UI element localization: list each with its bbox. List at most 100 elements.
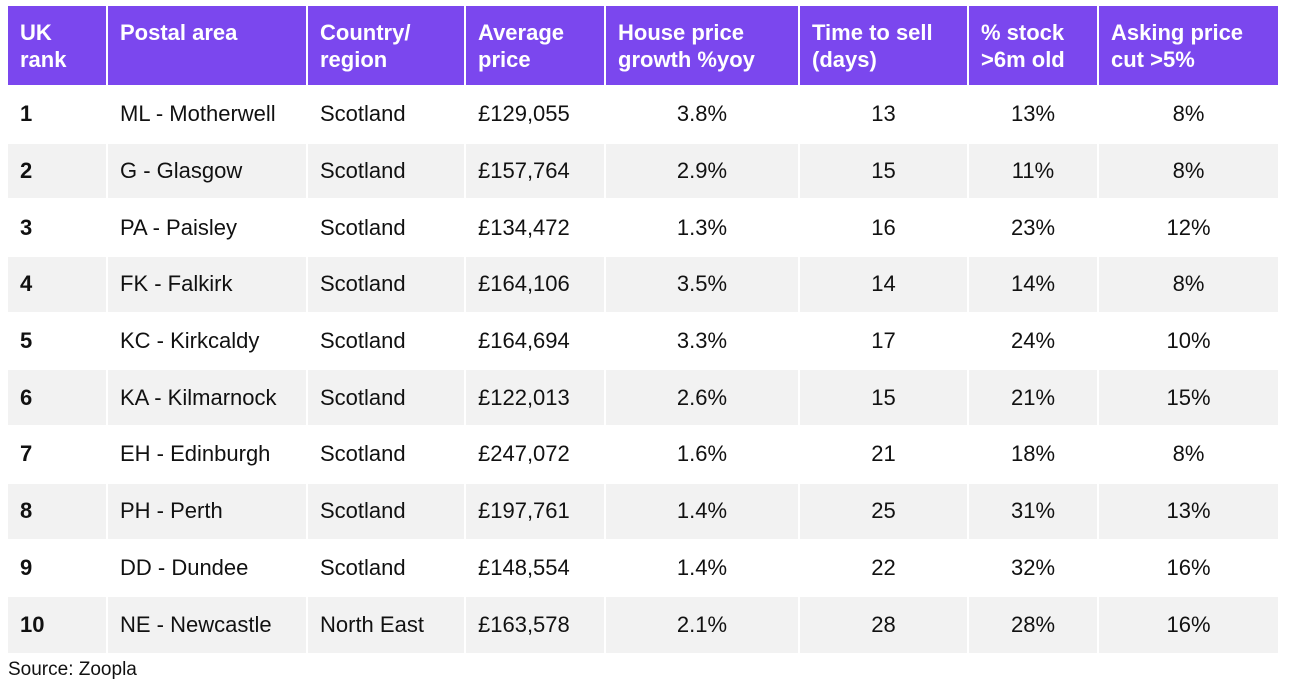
price-growth-cell: 1.4% xyxy=(605,481,800,540)
postal-area-cell: KC - Kirkcaldy xyxy=(107,311,308,370)
country-region-cell: Scotland xyxy=(307,198,466,257)
average-price-cell: £134,472 xyxy=(465,198,606,257)
price-growth-cell: 1.4% xyxy=(605,538,800,597)
time-to-sell-cell: 17 xyxy=(799,311,969,370)
postal-area-cell: DD - Dundee xyxy=(107,538,308,597)
price-cut-cell: 12% xyxy=(1098,198,1278,257)
header-label-line: Average xyxy=(478,20,565,45)
price-growth-cell: 1.6% xyxy=(605,425,800,483)
table-row: 10 NE - Newcastle North East £163,578 2.1% 28… xyxy=(8,595,1278,653)
time-to-sell-cell: 21 xyxy=(799,425,969,483)
price-cut-cell: 10% xyxy=(1098,311,1278,370)
country-region-cell: Scotland xyxy=(307,141,466,200)
postal-area-cell: G - Glasgow xyxy=(107,141,308,200)
price-growth-cell: 3.3% xyxy=(605,311,800,370)
rank-cell: 3 xyxy=(8,198,108,257)
price-growth-cell: 3.8% xyxy=(605,85,800,143)
price-cut-cell: 16% xyxy=(1098,595,1278,653)
table-row: 8 PH - Perth Scotland £197,761 1.4% 25 31% 13% xyxy=(8,481,1278,540)
header-uk-rank: UK rank xyxy=(8,6,108,86)
stock-old-cell: 14% xyxy=(968,255,1099,313)
header-postal-area: Postal area xyxy=(107,6,308,86)
table-row: 1 ML - Motherwell Scotland £129,055 3.8% 13 13… xyxy=(8,85,1278,143)
stock-old-cell: 31% xyxy=(968,481,1099,540)
country-region-cell: North East xyxy=(307,595,466,653)
header-label-line: growth %yoy xyxy=(618,47,755,72)
price-growth-cell: 3.5% xyxy=(605,255,800,313)
header-stock-old: % stock >6m old xyxy=(968,6,1099,86)
country-region-cell: Scotland xyxy=(307,255,466,313)
postal-area-cell: EH - Edinburgh xyxy=(107,425,308,483)
time-to-sell-cell: 22 xyxy=(799,538,969,597)
header-time-to-sell: Time to sell (days) xyxy=(799,6,969,86)
stock-old-cell: 21% xyxy=(968,368,1099,427)
rank-cell: 6 xyxy=(8,368,108,427)
time-to-sell-cell: 13 xyxy=(799,85,969,143)
stock-old-cell: 28% xyxy=(968,595,1099,653)
stock-old-cell: 18% xyxy=(968,425,1099,483)
rank-cell: 7 xyxy=(8,425,108,483)
header-label-line: Asking price xyxy=(1111,20,1244,45)
time-to-sell-cell: 25 xyxy=(799,481,969,540)
price-cut-cell: 8% xyxy=(1098,141,1278,200)
ranking-table: UK rank Postal area Country/region Average pr… xyxy=(8,6,1278,653)
price-growth-cell: 2.1% xyxy=(605,595,800,653)
rank-cell: 1 xyxy=(8,85,108,143)
time-to-sell-cell: 14 xyxy=(799,255,969,313)
average-price-cell: £157,764 xyxy=(465,141,606,200)
time-to-sell-cell: 28 xyxy=(799,595,969,653)
table-row: 3 PA - Paisley Scotland £134,472 1.3% 16 23% 12… xyxy=(8,198,1278,257)
table-row: 5 KC - Kirkcaldy Scotland £164,694 3.3% 17 24%… xyxy=(8,311,1278,370)
average-price-cell: £164,694 xyxy=(465,311,606,370)
postal-area-cell: PA - Paisley xyxy=(107,198,308,257)
country-region-cell: Scotland xyxy=(307,368,466,427)
header-label-line: price xyxy=(478,47,531,72)
postal-area-cell: NE - Newcastle xyxy=(107,595,308,653)
table-header: UK rank Postal area Country/region Average pr… xyxy=(8,6,1278,86)
postal-area-cell: ML - Motherwell xyxy=(107,85,308,143)
country-region-cell: Scotland xyxy=(307,311,466,370)
header-label-line: UK xyxy=(20,20,52,45)
stock-old-cell: 32% xyxy=(968,538,1099,597)
postal-area-cell: KA - Kilmarnock xyxy=(107,368,308,427)
header-label-line: Time to sell xyxy=(812,20,933,45)
postal-area-cell: PH - Perth xyxy=(107,481,308,540)
header-label-line: (days) xyxy=(812,47,877,72)
ranking-table-container: UK rank Postal area Country/region Average pr… xyxy=(8,6,1278,653)
header-label-line: rank xyxy=(20,47,67,72)
table-row: 6 KA - Kilmarnock Scotland £122,013 2.6% 15 21… xyxy=(8,368,1278,427)
average-price-cell: £163,578 xyxy=(465,595,606,653)
rank-cell: 5 xyxy=(8,311,108,370)
header-label-line: Country/ xyxy=(320,20,411,45)
price-cut-cell: 8% xyxy=(1098,425,1278,483)
price-cut-cell: 8% xyxy=(1098,85,1278,143)
price-cut-cell: 15% xyxy=(1098,368,1278,427)
header-label-line: cut >5% xyxy=(1111,47,1195,72)
header-label-line: region xyxy=(320,47,388,72)
country-region-cell: Scotland xyxy=(307,538,466,597)
average-price-cell: £247,072 xyxy=(465,425,606,483)
country-region-cell: Scotland xyxy=(307,481,466,540)
header-label-line: >6m old xyxy=(981,47,1065,72)
header-row: UK rank Postal area Country/region Average pr… xyxy=(8,6,1278,86)
price-cut-cell: 8% xyxy=(1098,255,1278,313)
table-row: 7 EH - Edinburgh Scotland £247,072 1.6% 21 18%… xyxy=(8,425,1278,483)
source-note: Source: Zoopla xyxy=(8,659,137,680)
header-house-price-growth: House price growth %yoy xyxy=(605,6,800,86)
table-row: 4 FK - Falkirk Scotland £164,106 3.5% 14 14% 8% xyxy=(8,255,1278,313)
rank-cell: 8 xyxy=(8,481,108,540)
stock-old-cell: 11% xyxy=(968,141,1099,200)
time-to-sell-cell: 15 xyxy=(799,141,969,200)
header-average-price: Average price xyxy=(465,6,606,86)
rank-cell: 9 xyxy=(8,538,108,597)
price-cut-cell: 13% xyxy=(1098,481,1278,540)
country-region-cell: Scotland xyxy=(307,85,466,143)
rank-cell: 10 xyxy=(8,595,108,653)
time-to-sell-cell: 16 xyxy=(799,198,969,257)
average-price-cell: £122,013 xyxy=(465,368,606,427)
average-price-cell: £164,106 xyxy=(465,255,606,313)
header-asking-price-cut: Asking price cut >5% xyxy=(1098,6,1278,86)
header-label-line: % stock xyxy=(981,20,1065,45)
price-growth-cell: 2.9% xyxy=(605,141,800,200)
